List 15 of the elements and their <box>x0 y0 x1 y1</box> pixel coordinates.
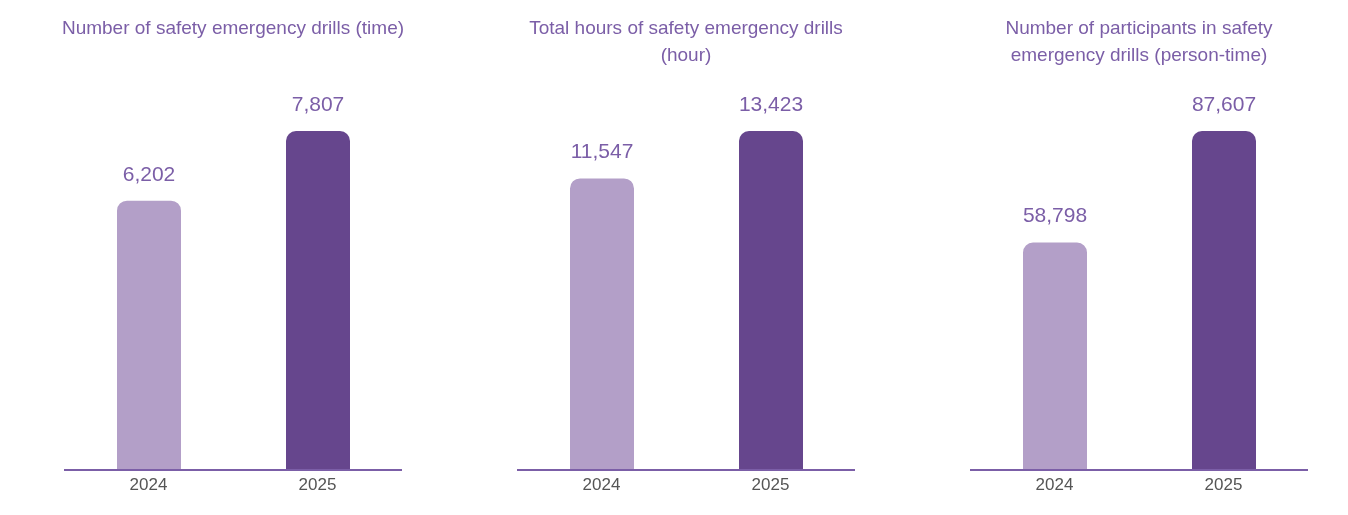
chart-title: Number of safety emergency drills (time) <box>61 16 405 40</box>
data-label: 58,798 <box>1022 203 1088 227</box>
data-label: 87,607 <box>1191 92 1257 115</box>
data-label: 11,547 <box>570 139 634 163</box>
data-label: 6,202 <box>122 161 176 185</box>
x-tick-label: 2025 <box>751 475 790 495</box>
data-label: 7,807 <box>291 92 345 115</box>
x-tick-label: 2025 <box>298 475 337 495</box>
x-tick-label: 2024 <box>1035 475 1074 495</box>
data-label: 13,423 <box>738 92 804 115</box>
chart-title: Number of participants in safety emergency drills (person-time) <box>1004 16 1274 67</box>
x-tick-label: 2025 <box>1204 475 1243 495</box>
x-tick-label: 2024 <box>582 475 621 495</box>
x-tick-label: 2024 <box>129 475 168 495</box>
chart-title: Total hours of safety emergency drills (hour) <box>528 16 844 67</box>
